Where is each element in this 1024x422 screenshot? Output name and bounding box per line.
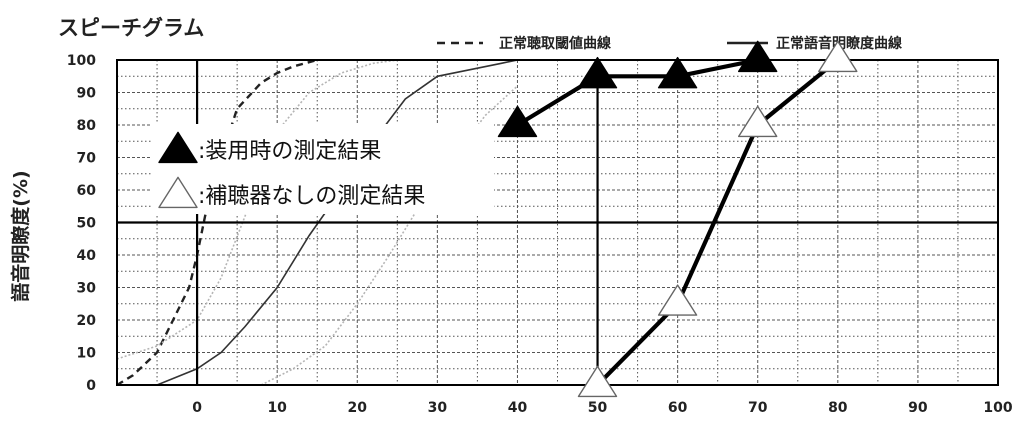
x-tick-label: 20	[348, 400, 368, 416]
plot-frame	[116, 59, 999, 386]
unaided-result-point	[738, 105, 778, 138]
chart-title: スピーチグラム	[58, 16, 204, 40]
y-tick-label: 20	[77, 313, 97, 329]
x-tick-label: 70	[748, 400, 768, 416]
callout-filled-triangle-icon	[158, 131, 198, 164]
aided-result-point	[657, 56, 698, 89]
unaided-result-point	[577, 365, 618, 398]
x-tick-label: 50	[588, 400, 608, 416]
x-tick-label: 80	[828, 400, 848, 416]
x-tick-label: 100	[983, 400, 1012, 416]
x-tick-label: 60	[668, 400, 688, 416]
x-tick-label: 40	[508, 400, 528, 416]
legend-label: 正常聴取閾値曲線	[499, 35, 611, 52]
callout-open-triangle-icon	[158, 176, 198, 209]
gray-dotted-curve	[260, 85, 519, 386]
aided-result-point	[577, 56, 618, 89]
y-tick-label: 30	[77, 281, 97, 297]
y-tick-label: 90	[77, 86, 97, 102]
measured-series	[497, 40, 858, 398]
aided-result-line	[516, 57, 759, 127]
y-tick-label: 80	[77, 118, 97, 134]
marker-callouts: :装用時の測定結果 :補聴器なしの測定結果	[152, 124, 494, 214]
y-tick-label: 10	[77, 346, 97, 362]
x-tick-label: 10	[267, 400, 287, 416]
y-tick-label: 50	[77, 216, 97, 232]
y-tick-label: 70	[77, 151, 97, 167]
y-axis-ticks: 0 10 20 30 40 50 60 70 80 90 100	[67, 53, 96, 394]
unaided-result-point	[657, 284, 698, 316]
callout-label: :装用時の測定結果	[198, 139, 381, 164]
x-tick-label: 90	[908, 400, 928, 416]
y-axis-label: 語音明瞭度(%)	[9, 170, 32, 301]
y-tick-label: 0	[86, 378, 96, 394]
y-tick-label: 100	[67, 53, 96, 69]
callout-label: :補聴器なしの測定結果	[198, 184, 425, 209]
x-axis-ticks: 0 10 20 30 40 50 60 70 80 90 100	[192, 400, 1013, 416]
aided-result-point	[738, 40, 778, 73]
unaided-result-point	[818, 40, 858, 73]
y-tick-label: 40	[77, 248, 97, 264]
callout-panel	[152, 124, 494, 174]
x-tick-label: 30	[428, 400, 448, 416]
unaided-result-line	[596, 58, 840, 387]
y-tick-label: 60	[77, 183, 97, 199]
callout-panel	[152, 174, 494, 214]
aided-result-point	[497, 105, 538, 138]
x-tick-label: 0	[192, 400, 202, 416]
normal-threshold-curve	[116, 58, 318, 387]
